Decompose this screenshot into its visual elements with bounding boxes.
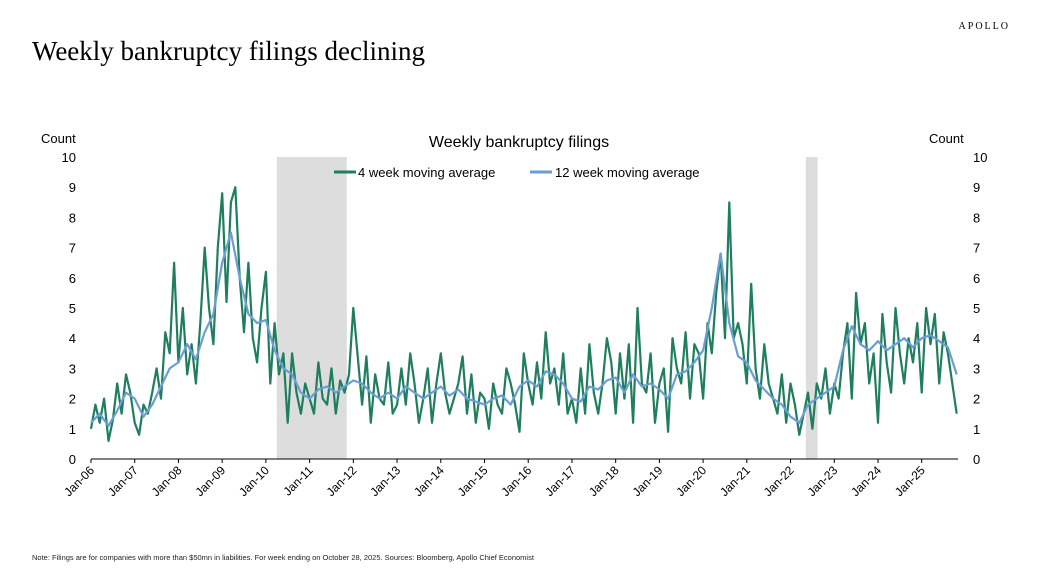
- y-axis-label-left: Count: [41, 131, 76, 146]
- x-tick-label: Jan-07: [105, 463, 141, 499]
- series-line-4wk: [89, 186, 958, 442]
- y-tick-label-right: 2: [973, 392, 980, 407]
- x-tick-label: Jan-15: [455, 463, 491, 499]
- x-tick-label: Jan-20: [673, 463, 709, 499]
- x-tick-label: Jan-22: [761, 463, 797, 499]
- y-tick-label-left: 2: [69, 392, 76, 407]
- x-tick-label: Jan-23: [805, 463, 841, 499]
- x-tick-label: Jan-17: [542, 463, 578, 499]
- y-tick-label-left: 4: [69, 331, 76, 346]
- series-lines: [89, 186, 958, 442]
- x-tick-label: Jan-10: [236, 463, 272, 499]
- y-tick-label-right: 8: [973, 210, 980, 225]
- legend-label-12wk: 12 week moving average: [555, 165, 700, 180]
- x-tick-label: Jan-11: [281, 463, 316, 498]
- x-tick-label: Jan-08: [149, 463, 185, 499]
- y-tick-label-right: 7: [973, 241, 980, 256]
- chart-title: Weekly bankruptcy filings: [429, 134, 609, 151]
- y-tick-label-left: 8: [69, 210, 76, 225]
- y-tick-label-left: 5: [69, 301, 76, 316]
- series-line-12wk: [90, 231, 958, 427]
- footnote: Note: Filings are for companies with mor…: [32, 553, 534, 562]
- y-axis-label-right: Count: [929, 131, 964, 146]
- y-tick-label-right: 5: [973, 301, 980, 316]
- x-tick-label: Jan-25: [892, 463, 928, 499]
- y-tick-label-right: 9: [973, 180, 980, 195]
- y-tick-label-left: 7: [69, 241, 76, 256]
- y-tick-label-left: 10: [62, 150, 76, 165]
- x-tick-label: Jan-06: [61, 463, 97, 499]
- y-tick-label-right: 3: [973, 361, 980, 376]
- x-tick-label: Jan-12: [324, 463, 360, 499]
- recession-shading: [276, 157, 818, 459]
- recession-band-1: [805, 157, 818, 459]
- y-tick-label-left: 0: [69, 452, 76, 467]
- x-tick-label: Jan-13: [367, 463, 403, 499]
- x-tick-label: Jan-24: [848, 463, 884, 499]
- legend-label-4wk: 4 week moving average: [358, 165, 495, 180]
- y-tick-label-right: 10: [973, 150, 987, 165]
- x-tick-label: Jan-18: [586, 463, 622, 499]
- brand-logo: APOLLO: [958, 21, 1010, 32]
- y-tick-label-right: 1: [973, 422, 980, 437]
- x-tick-label: Jan-19: [630, 463, 666, 499]
- y-tick-label-left: 6: [69, 271, 76, 286]
- x-tick-label: Jan-21: [717, 463, 753, 499]
- page-title: Weekly bankruptcy filings declining: [32, 36, 425, 66]
- x-tick-label: Jan-14: [411, 463, 447, 499]
- y-tick-label-right: 6: [973, 271, 980, 286]
- y-tick-label-right: 0: [973, 452, 980, 467]
- legend: 4 week moving average 12 week moving ave…: [334, 165, 700, 180]
- y-tick-label-left: 3: [69, 361, 76, 376]
- x-tick-label: Jan-09: [192, 463, 228, 499]
- y-tick-label-left: 1: [69, 422, 76, 437]
- y-tick-label-left: 9: [69, 180, 76, 195]
- x-tick-label: Jan-16: [498, 463, 534, 499]
- y-tick-label-right: 4: [973, 331, 980, 346]
